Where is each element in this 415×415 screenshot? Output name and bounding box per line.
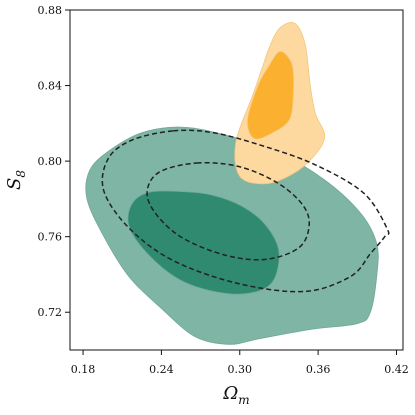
x-axis-label-sub: m [238,393,249,407]
x-tick-label: 0.24 [149,363,174,376]
x-tick-label: 0.36 [306,363,331,376]
x-tick-label: 0.42 [384,363,409,376]
axes [69,9,404,351]
y-axis-label-sub: 8 [14,170,28,178]
y-tick-label: 0.72 [38,306,63,319]
dashed-68-contour [146,161,310,261]
tick-layer: 0.18 0.24 0.30 0.36 0.42 0.72 0.76 0.80 0.84 0.88 [38,4,409,376]
y-tick-label: 0.84 [38,80,63,93]
green-68-contour [127,190,280,295]
y-axis-label-main: S [4,178,25,190]
dashed-95-contour [101,129,390,293]
x-tick-label: 0.18 [71,363,96,376]
x-tick-label: 0.30 [228,363,253,376]
y-tick-label: 0.76 [38,231,63,244]
orange-68-contour [247,51,295,140]
y-axis-label: S8 [4,170,28,190]
x-axis-label: Ωm [222,383,249,407]
x-axis-label-main: Ω [222,383,238,404]
y-tick-label: 0.80 [38,155,63,168]
y-tick-label: 0.88 [38,4,63,17]
plot-frame [69,9,404,351]
contour-layer [85,22,390,345]
axis-labels: Ωm S8 [4,170,250,407]
